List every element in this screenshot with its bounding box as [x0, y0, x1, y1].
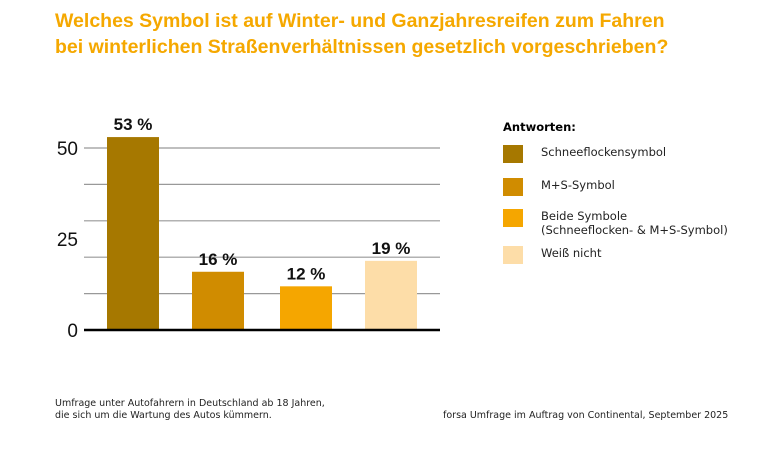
data-label: 16 % — [199, 250, 238, 269]
title-line: Welches Symbol ist auf Winter- und Ganzj… — [55, 10, 665, 32]
data-label: 12 % — [287, 264, 326, 283]
footnote-line: Umfrage unter Autofahrern in Deutschland… — [55, 398, 325, 409]
y-tick-label: 50 — [57, 139, 78, 160]
y-tick-label: 0 — [67, 321, 78, 342]
legend-title: Antworten: — [503, 120, 576, 134]
legend-label-line: (Schneeflocken- & M+S-Symbol) — [541, 223, 728, 237]
legend-item: Weiß nicht — [503, 246, 601, 264]
chart-title: Welches Symbol ist auf Winter- und Ganzj… — [55, 8, 755, 60]
data-label: 53 % — [114, 115, 153, 134]
legend-label-line: Weiß nicht — [541, 246, 602, 260]
legend-label: Beide Symbole (Schneeflocken- & M+S-Symbo… — [541, 209, 728, 237]
legend-swatch — [503, 209, 523, 227]
legend-label-line: M+S-Symbol — [541, 178, 615, 192]
legend-label: Schneeflockensymbol — [541, 145, 666, 159]
bar — [365, 260, 417, 330]
legend-swatch — [503, 145, 523, 163]
bar — [280, 286, 332, 330]
legend-swatch — [503, 246, 523, 264]
legend-label: Weiß nicht — [541, 246, 601, 260]
data-label: 19 % — [372, 239, 411, 258]
legend-label-line: Beide Symbole — [541, 209, 628, 223]
bar — [192, 271, 244, 330]
legend-label-line: Schneeflockensymbol — [541, 145, 667, 159]
legend-item: Beide Symbole (Schneeflocken- & M+S-Symbo… — [503, 209, 728, 237]
title-line: bei winterlichen Straßenverhältnissen ge… — [55, 36, 669, 58]
legend-item: M+S-Symbol — [503, 178, 615, 196]
footnote-left: Umfrage unter Autofahrern in Deutschland… — [55, 398, 325, 422]
bar — [107, 137, 159, 330]
legend-swatch — [503, 178, 523, 196]
legend-label: M+S-Symbol — [541, 178, 615, 192]
legend-item: Schneeflockensymbol — [503, 145, 666, 163]
source-note: forsa Umfrage im Auftrag von Continental… — [443, 410, 729, 421]
y-tick-label: 25 — [57, 230, 78, 251]
footnote-line: die sich um die Wartung des Autos kümmer… — [55, 410, 272, 421]
